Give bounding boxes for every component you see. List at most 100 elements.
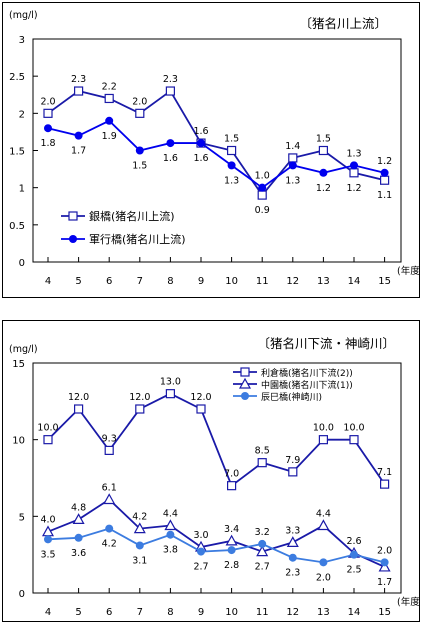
data-point-s1 (319, 168, 328, 177)
data-point-s1 (380, 168, 389, 177)
data-label: 1.2 (346, 183, 361, 194)
y-tick-label: 1 (19, 184, 25, 195)
legend-label-0: 銀橋(猪名川上流) (89, 209, 175, 223)
data-label: 1.4 (285, 141, 300, 152)
data-point-s0 (380, 175, 390, 185)
data-label: 4.2 (132, 512, 147, 523)
data-point-s1 (256, 545, 269, 557)
data-point-s0 (288, 467, 298, 477)
data-label: 2.0 (377, 545, 392, 556)
y-unit-label: (mg/l) (9, 344, 38, 355)
data-label: 2.8 (224, 560, 239, 571)
data-point-s2 (44, 535, 52, 544)
data-label: 3.8 (163, 545, 178, 556)
data-point-s1 (74, 131, 83, 140)
data-point-s0 (73, 86, 84, 96)
data-point-s0 (104, 93, 114, 104)
data-point-s0 (165, 389, 175, 399)
data-label: 1.5 (316, 134, 331, 145)
data-point-s0 (135, 108, 145, 118)
data-point-s1 (72, 513, 85, 524)
data-label: 6.1 (102, 482, 117, 493)
x-tick-label: 14 (348, 276, 361, 287)
chart-title: 〔猪名川上流〕 (299, 16, 387, 31)
y-tick-label: 10 (12, 436, 25, 447)
chart-panel-upper: 〔猪名川上流〕 (mg/l) (年度) 0 0.5 1 1.5 2 2.5 3 4 5 6 7 8 9 10 11… (2, 2, 420, 298)
x-unit-label: (年度) (397, 596, 419, 608)
data-point-s1 (378, 560, 391, 572)
legend-marker-1 (238, 377, 252, 389)
y-tick-label: 0 (19, 258, 25, 269)
data-label: 1.2 (377, 156, 392, 167)
data-label: 12.0 (129, 392, 150, 403)
data-point-s1 (135, 146, 144, 155)
x-tick-label: 13 (317, 607, 330, 618)
x-tick-label: 12 (286, 276, 299, 287)
data-point-s0 (135, 404, 145, 414)
x-tick-label: 12 (286, 607, 299, 618)
series-line-0 (47, 89, 385, 197)
data-point-s0 (380, 479, 390, 489)
plot-area (32, 362, 402, 594)
x-tick-label: 11 (256, 276, 269, 287)
data-point-s2 (74, 533, 83, 542)
data-label: 1.7 (71, 146, 86, 157)
data-label: 8.5 (255, 446, 270, 457)
data-point-s1 (44, 124, 52, 133)
legend-marker-1 (69, 235, 77, 243)
x-tick-label: 10 (225, 607, 238, 618)
data-point-s1 (166, 139, 175, 148)
data-label: 1.3 (346, 148, 361, 159)
data-point-s2 (350, 550, 358, 559)
data-point-s1 (227, 161, 236, 170)
data-point-s0 (227, 145, 237, 156)
series-line-0 (47, 392, 386, 488)
data-point-s0 (227, 481, 237, 491)
data-label: 10.0 (343, 423, 364, 434)
data-point-s0 (257, 458, 267, 468)
data-label: 2.0 (316, 572, 331, 583)
data-point-s1 (350, 161, 358, 170)
data-point-s2 (227, 546, 236, 555)
legend-marker-0 (240, 367, 250, 377)
data-label: 1.5 (132, 161, 147, 172)
data-label: 1.9 (102, 131, 117, 142)
data-label: 4.8 (71, 502, 86, 513)
data-label: 7.9 (285, 455, 300, 466)
data-point-s2 (380, 558, 389, 567)
data-label: 1.5 (224, 134, 239, 145)
x-tick-label: 5 (75, 607, 81, 618)
data-label: 3.0 (193, 530, 208, 541)
y-tick-label: 1.5 (9, 147, 25, 158)
data-label: 2.7 (193, 562, 208, 573)
data-point-s0 (349, 168, 359, 178)
x-tick-label: 9 (198, 607, 204, 618)
y-tick-label: 15 (12, 359, 25, 370)
y-tick-label: 5 (19, 512, 25, 523)
y-tick-label: 3 (19, 35, 25, 46)
data-point-s1 (164, 519, 177, 531)
legend-marker-0 (68, 211, 78, 221)
legend-label-1: 中園橋(猪名川下流(1)) (261, 379, 353, 391)
data-label: 2.3 (71, 74, 86, 85)
data-point-s1 (225, 534, 238, 546)
legend-label-2: 辰巳橋(神崎川) (261, 391, 322, 403)
data-label: 4.2 (102, 539, 117, 550)
data-point-s0 (43, 108, 53, 118)
chart-lower-svg: 〔猪名川下流・神崎川〕 (mg/l) (年度) 0 5 10 15 4 5 6 7 8 9 10 11 12 1… (9, 336, 419, 618)
data-label: 3.3 (285, 525, 300, 536)
data-point-s0 (349, 435, 359, 445)
data-point-s2 (166, 530, 175, 539)
data-label: 0.9 (255, 205, 270, 216)
x-tick-label: 4 (45, 276, 51, 287)
x-tick-label: 5 (75, 276, 81, 287)
data-label: 4.4 (163, 509, 178, 520)
data-point-s0 (104, 445, 114, 456)
x-tick-label: 4 (45, 607, 51, 618)
x-tick-label: 6 (106, 607, 112, 618)
data-point-s1 (286, 536, 299, 547)
data-label: 3.2 (255, 527, 270, 538)
y-tick-label: 2 (19, 109, 25, 120)
data-label: 3.5 (40, 549, 55, 560)
data-point-s2 (197, 547, 205, 556)
